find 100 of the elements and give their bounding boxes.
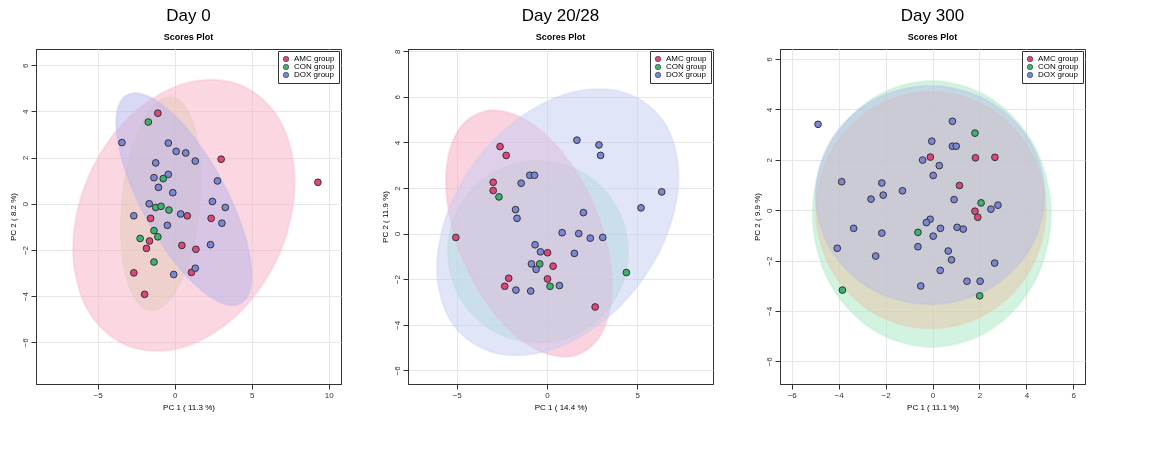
y-axis-title: PC 2 ( 11.9 %) bbox=[380, 190, 390, 243]
point bbox=[150, 226, 158, 235]
point bbox=[849, 224, 858, 233]
point bbox=[867, 195, 875, 203]
point bbox=[169, 270, 178, 279]
chart-title: Day 20/28 bbox=[521, 6, 600, 25]
y-tick-label: −4 bbox=[20, 291, 30, 302]
chart-title: Day 300 bbox=[900, 6, 965, 25]
legend-label: DOX group bbox=[294, 70, 335, 79]
x-tick-label: −6 bbox=[787, 390, 798, 400]
point bbox=[527, 260, 536, 268]
point bbox=[136, 234, 144, 243]
x-tick-label: −5 bbox=[93, 390, 104, 400]
point bbox=[536, 247, 545, 256]
point bbox=[535, 260, 544, 268]
point bbox=[953, 223, 961, 232]
y-tick-label: 6 bbox=[764, 56, 774, 62]
point bbox=[217, 155, 226, 164]
point bbox=[163, 221, 172, 230]
point bbox=[150, 258, 158, 266]
legend-label: AMC group bbox=[666, 54, 708, 63]
point bbox=[512, 286, 520, 294]
point bbox=[922, 218, 931, 227]
legend-label: CON group bbox=[294, 62, 336, 71]
point bbox=[914, 242, 922, 251]
point bbox=[532, 265, 540, 274]
point bbox=[877, 179, 886, 187]
point bbox=[622, 268, 631, 277]
x-tick-label: 5 bbox=[635, 390, 641, 400]
point bbox=[918, 156, 927, 164]
y-axis-title: PC 2 ( 9.9 %) bbox=[752, 192, 762, 242]
point bbox=[146, 214, 155, 223]
y-tick-label: 2 bbox=[20, 155, 30, 161]
point bbox=[927, 137, 936, 146]
x-tick-label: 0 bbox=[172, 390, 178, 400]
y-tick-label: −6 bbox=[392, 365, 402, 376]
point bbox=[898, 186, 907, 195]
x-tick-label: −2 bbox=[881, 390, 892, 400]
y-axis-title: PC 2 ( 8.2 %) bbox=[8, 192, 18, 242]
point bbox=[574, 229, 583, 238]
point bbox=[129, 269, 138, 277]
point bbox=[208, 197, 217, 206]
point bbox=[546, 282, 554, 291]
point bbox=[191, 157, 200, 165]
point bbox=[637, 203, 645, 212]
y-tick-label: 0 bbox=[20, 201, 30, 207]
legend-label: DOX group bbox=[666, 70, 707, 79]
point bbox=[914, 228, 922, 237]
point bbox=[944, 247, 953, 255]
point bbox=[837, 177, 846, 186]
y-tick-label: −2 bbox=[20, 245, 30, 256]
point bbox=[504, 274, 513, 283]
point bbox=[929, 232, 938, 240]
point bbox=[871, 252, 880, 260]
point bbox=[929, 171, 938, 180]
y-tick-label: −4 bbox=[764, 306, 774, 317]
point bbox=[191, 264, 200, 273]
point bbox=[549, 262, 557, 271]
y-tick-label: 4 bbox=[392, 140, 402, 146]
x-tick-label: 5 bbox=[249, 390, 255, 400]
legend-label: CON group bbox=[1038, 62, 1080, 71]
x-axis-title: PC 1 ( 11.1 %) bbox=[907, 402, 960, 412]
point bbox=[971, 129, 979, 137]
point bbox=[154, 183, 163, 192]
y-tick-label: −4 bbox=[392, 320, 402, 330]
point bbox=[213, 177, 222, 185]
point bbox=[991, 153, 999, 162]
y-tick-label: 0 bbox=[764, 207, 774, 213]
point bbox=[977, 199, 985, 207]
chart-title: Day 0 bbox=[166, 6, 211, 25]
point bbox=[947, 255, 956, 264]
x-axis-title: PC 1 ( 11.3 %) bbox=[163, 402, 216, 412]
point bbox=[500, 282, 509, 291]
point bbox=[657, 188, 666, 196]
point bbox=[543, 275, 552, 283]
point bbox=[183, 211, 192, 220]
y-tick-label: −6 bbox=[764, 356, 774, 367]
point bbox=[314, 178, 322, 187]
point bbox=[451, 233, 460, 242]
point bbox=[526, 287, 535, 295]
point bbox=[994, 201, 1002, 210]
point bbox=[221, 203, 230, 212]
point bbox=[206, 240, 215, 249]
y-tick-label: −2 bbox=[392, 274, 402, 285]
y-tick-label: 0 bbox=[392, 231, 402, 237]
point bbox=[948, 117, 957, 126]
y-tick-label: 8 bbox=[392, 49, 402, 55]
x-tick-label: 4 bbox=[1024, 390, 1030, 400]
point bbox=[990, 259, 999, 267]
point bbox=[168, 188, 177, 197]
point bbox=[496, 142, 504, 151]
point bbox=[952, 142, 961, 151]
point bbox=[935, 161, 944, 170]
point bbox=[140, 290, 149, 299]
point bbox=[579, 208, 588, 217]
point bbox=[838, 286, 847, 294]
point bbox=[502, 151, 511, 160]
point bbox=[595, 141, 603, 149]
point bbox=[489, 178, 498, 187]
point bbox=[145, 199, 154, 208]
